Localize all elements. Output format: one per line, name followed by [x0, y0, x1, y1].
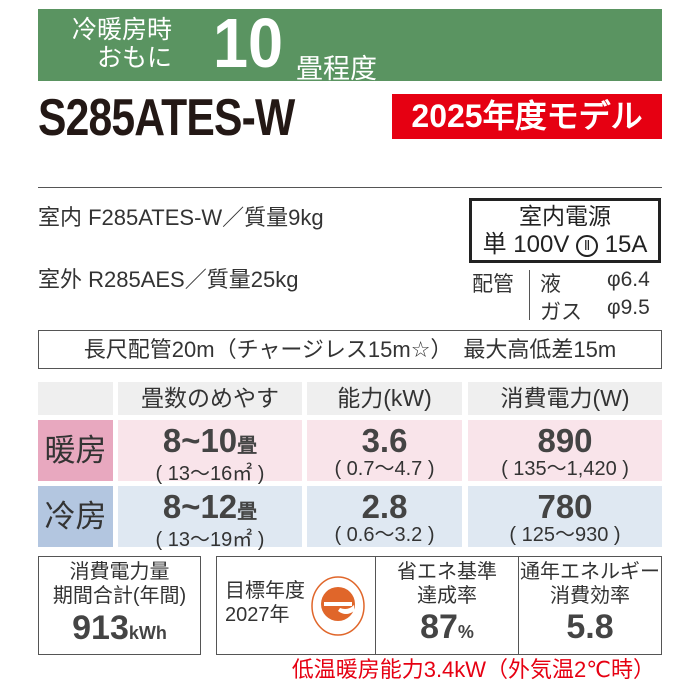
heating-power: 890( 135〜1,420 ) — [468, 420, 662, 481]
heating-tatami: 8~10畳 ( 13〜16㎡ ) — [118, 420, 302, 485]
annual-label-1: 消費電力量 — [69, 561, 170, 583]
year-badge: 2025年度モデル — [392, 94, 662, 139]
apf-box: 通年エネルギー 消費効率 5.8 — [518, 556, 662, 655]
liquid-size: φ6.4 — [607, 268, 650, 291]
achievement-label-2: 達成率 — [417, 585, 477, 607]
power-amps: 15A — [604, 231, 648, 258]
apf-label-1: 通年エネルギー — [520, 561, 660, 583]
annual-unit: kWh — [128, 623, 167, 643]
apf-label-2: 消費効率 — [550, 585, 630, 607]
cooling-power-value: 780 — [537, 488, 593, 525]
heating-capacity-range: ( 0.7〜4.7 ) — [334, 458, 435, 480]
cooling-capacity: 2.8( 0.6〜3.2 ) — [307, 486, 462, 547]
heating-capacity: 3.6( 0.7〜4.7 ) — [307, 420, 462, 481]
heating-capacity-value: 3.6 — [361, 422, 408, 459]
target-year: 2027年 — [225, 604, 290, 626]
model-number: S285ATES-W — [38, 89, 295, 147]
cooling-power-range: ( 125〜930 ) — [509, 524, 621, 546]
banner-line2: おもに — [96, 44, 172, 72]
circle-II-icon: Ⅱ — [576, 235, 599, 257]
heating-power-range: ( 135〜1,420 ) — [501, 458, 629, 480]
power-title: 室内電源 — [519, 203, 611, 229]
achievement-unit: % — [457, 622, 474, 642]
e-mark-icon — [311, 576, 365, 636]
cooling-power: 780( 125〜930 ) — [468, 486, 662, 547]
liquid-label: 液 — [540, 273, 561, 296]
room-size-banner: 冷暖房時 おもに 10 畳程度 — [38, 4, 662, 84]
cooling-tatami: 8~12畳 ( 13〜19㎡ ) — [118, 486, 302, 551]
achievement-value: 87 — [420, 608, 458, 646]
power-voltage: 100V — [513, 231, 570, 258]
row-label-heating: 暖房 — [38, 420, 113, 481]
header-capacity: 能力(kW) — [307, 382, 462, 415]
achievement-label-1: 省エネ基準 — [397, 561, 497, 583]
banner-line1: 冷暖房時 — [71, 16, 172, 44]
cooling-tatami-value: 8~12 — [162, 488, 238, 525]
low-temp-heating-note: 低温暖房能力3.4kW（外気温2℃時） — [291, 657, 655, 682]
banner-subtitle: 冷暖房時 おもに — [52, 16, 172, 72]
banner-size: 10 — [213, 4, 284, 82]
gas-label: ガス — [540, 301, 582, 324]
target-year-box: 目標年度 2027年 — [216, 556, 376, 655]
outdoor-unit: 室外 R285AES／質量25kg — [38, 267, 299, 292]
row-label-cooling: 冷房 — [38, 486, 113, 547]
target-label: 目標年度 — [225, 580, 305, 602]
power-spec: 単 100V Ⅱ 15A — [472, 231, 658, 259]
apf-value: 5.8 — [566, 608, 614, 646]
heating-area: ( 13〜16㎡ ) — [155, 463, 265, 485]
header-tatami: 畳数のめやす — [118, 382, 302, 415]
power-supply-box: 室内電源 単 100V Ⅱ 15A — [469, 198, 661, 263]
divider — [38, 187, 662, 188]
piping-divider — [529, 270, 530, 320]
header-power: 消費電力(W) — [468, 382, 662, 415]
gas-size: φ9.5 — [607, 296, 650, 319]
table-corner — [38, 382, 113, 415]
long-pipe-info: 長尺配管20m（チャージレス15m☆） 最大高低差15m — [38, 330, 662, 369]
heating-tatami-value: 8~10 — [162, 422, 238, 459]
achievement-box: 省エネ基準 達成率 87% — [375, 556, 519, 655]
power-phase: 単 — [482, 231, 507, 258]
tatami-unit: 畳 — [237, 435, 258, 457]
banner-unit: 畳程度 — [296, 54, 377, 84]
cooling-area: ( 13〜19㎡ ) — [155, 529, 265, 551]
tatami-unit: 畳 — [237, 501, 258, 523]
cooling-capacity-value: 2.8 — [361, 488, 408, 525]
annual-value: 913 — [72, 609, 129, 647]
annual-consumption-box: 消費電力量 期間合計(年間) 913kWh — [38, 556, 201, 655]
indoor-unit: 室内 F285ATES-W／質量9kg — [38, 205, 324, 230]
heating-power-value: 890 — [537, 422, 593, 459]
cooling-capacity-range: ( 0.6〜3.2 ) — [334, 524, 435, 546]
annual-label-2: 期間合計(年間) — [52, 585, 187, 607]
piping-label: 配管 — [472, 273, 514, 296]
